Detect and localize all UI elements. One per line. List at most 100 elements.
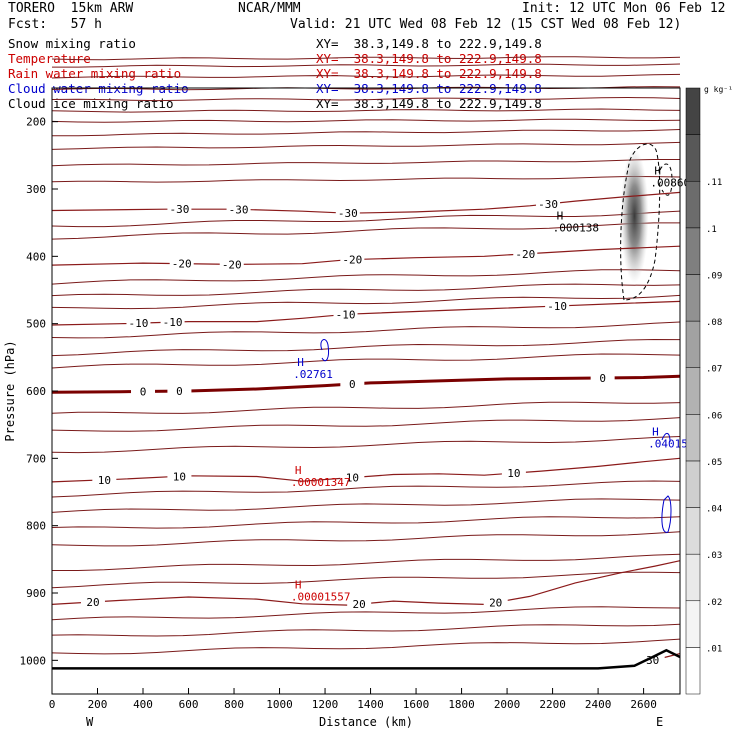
isotherm-label: 10 [346, 472, 359, 485]
isotherm-label: -30 [169, 203, 189, 216]
isotherm-label: -20 [515, 248, 535, 261]
model-level-line [51, 96, 681, 102]
isotherm-label-bg [536, 197, 561, 210]
model-level-line [51, 480, 681, 498]
legend-label-temperature: Temperature [8, 51, 91, 66]
isotherm-label-bg [92, 473, 117, 486]
extremum-value: .04015 [648, 438, 688, 451]
y-tick-label: 500 [26, 318, 46, 331]
y-tick-label: 600 [26, 385, 46, 398]
isotherm-10 [51, 457, 681, 483]
colorbar-segment [685, 367, 701, 415]
isotherm-label-bg [131, 385, 156, 398]
model-level-line [51, 321, 681, 339]
colorbar-segment [685, 600, 701, 648]
isotherm-label: -20 [172, 258, 192, 271]
isotherm-label: 20 [353, 598, 366, 611]
model-level-line [51, 73, 681, 79]
model-level-line [51, 606, 681, 621]
x-tick-label: 2600 [630, 698, 657, 711]
model-level-line [51, 294, 681, 310]
cloud-ice-contour [659, 163, 673, 196]
header-fcst: Fcst: 57 h [8, 17, 102, 32]
isotherm-label: -10 [547, 300, 567, 313]
isotherm-label-bg [513, 247, 538, 260]
colorbar-segment [685, 414, 701, 462]
y-tick-label: 800 [26, 520, 46, 533]
extremum-value: .000138 [553, 221, 599, 234]
model-level-line [51, 269, 681, 285]
x-tick-label: 1200 [312, 698, 339, 711]
isotherm-label: 20 [489, 596, 502, 609]
model-level-line [52, 129, 681, 137]
model-level-line [51, 638, 681, 655]
x-tick-label: 200 [88, 698, 108, 711]
isotherm-label-bg [340, 377, 365, 390]
y-tick-label: 900 [26, 587, 46, 600]
isotherm-label-bg [340, 253, 365, 266]
terrain-line [52, 648, 681, 670]
extremum-value: .02761 [293, 368, 333, 381]
cloud-ice-contour [620, 143, 661, 301]
colorbar-tick-label: .06 [706, 411, 722, 421]
colorbar-tick-label: .08 [706, 318, 722, 328]
isotherm-label-bg [590, 371, 615, 384]
y-tick-label: 300 [26, 183, 46, 196]
isotherm-label-bg [169, 257, 194, 270]
cloud-water-contour [320, 339, 329, 362]
model-level-line [52, 553, 681, 571]
isotherm-label: -30 [538, 198, 558, 211]
colorbar-tick-label: .03 [706, 551, 722, 561]
x-tick-label: 0 [49, 698, 56, 711]
colorbar-tick-label: .02 [706, 598, 722, 608]
y-tick-label: 1000 [20, 654, 47, 667]
legend-label-snow: Snow mixing ratio [8, 36, 136, 51]
colorbar-segment [685, 87, 701, 135]
model-level-line [51, 210, 681, 228]
x-tick-label: 600 [179, 698, 199, 711]
isotherm-label-bg [483, 596, 508, 609]
isotherm-label-bg [167, 203, 192, 216]
model-level-line [51, 338, 681, 357]
x-tick-label: 1000 [266, 698, 293, 711]
model-level-line [51, 222, 680, 240]
model-level-line [52, 63, 681, 68]
isotherm-label: -20 [222, 258, 242, 271]
colorbar-tick-label: .1 [706, 225, 717, 235]
model-level-line [51, 417, 681, 432]
x-tick-label: 2400 [585, 698, 612, 711]
isotherm-label: 10 [98, 474, 111, 487]
colorbar-segment [685, 507, 701, 555]
isotherm-label-bg [219, 258, 244, 271]
legend-label-cloud-water: Cloud water mixing ratio [8, 81, 189, 96]
colorbar-unit: g kg⁻¹ [704, 85, 733, 94]
colorbar-tick-label: .07 [706, 365, 722, 375]
model-level-line [51, 56, 681, 61]
extremum-symbol: H [652, 426, 659, 439]
colorbar-segment [685, 180, 701, 229]
header-model: TORERO 15km ARW [8, 1, 134, 16]
isotherm-label-bg [347, 598, 372, 611]
model-level-line [51, 159, 680, 167]
isotherm-label: 10 [507, 467, 520, 480]
isotherm-label: 20 [86, 596, 99, 609]
header-source: NCAR/MMM [238, 1, 301, 16]
x-tick-label: 1400 [357, 698, 384, 711]
extremum-value: .00001347 [291, 476, 351, 489]
extremum-value: .00860 [650, 176, 690, 189]
y-axis-label: Pressure (hPa) [3, 340, 17, 441]
extremum-symbol: H [654, 164, 661, 177]
colorbar-segment [685, 647, 701, 695]
model-level-line [51, 436, 681, 454]
colorbar-segment [685, 274, 701, 322]
model-level-line [51, 623, 681, 637]
extremum-value: .00001557 [291, 590, 351, 603]
isotherm-label-bg [501, 467, 526, 480]
isotherm-label: -10 [163, 316, 183, 329]
x-tick-label: 2200 [539, 698, 566, 711]
x-tick-label: 1800 [448, 698, 475, 711]
isotherm-label-bg [333, 308, 358, 321]
isotherm-minus30 [51, 191, 681, 214]
model-level-line [51, 571, 681, 589]
